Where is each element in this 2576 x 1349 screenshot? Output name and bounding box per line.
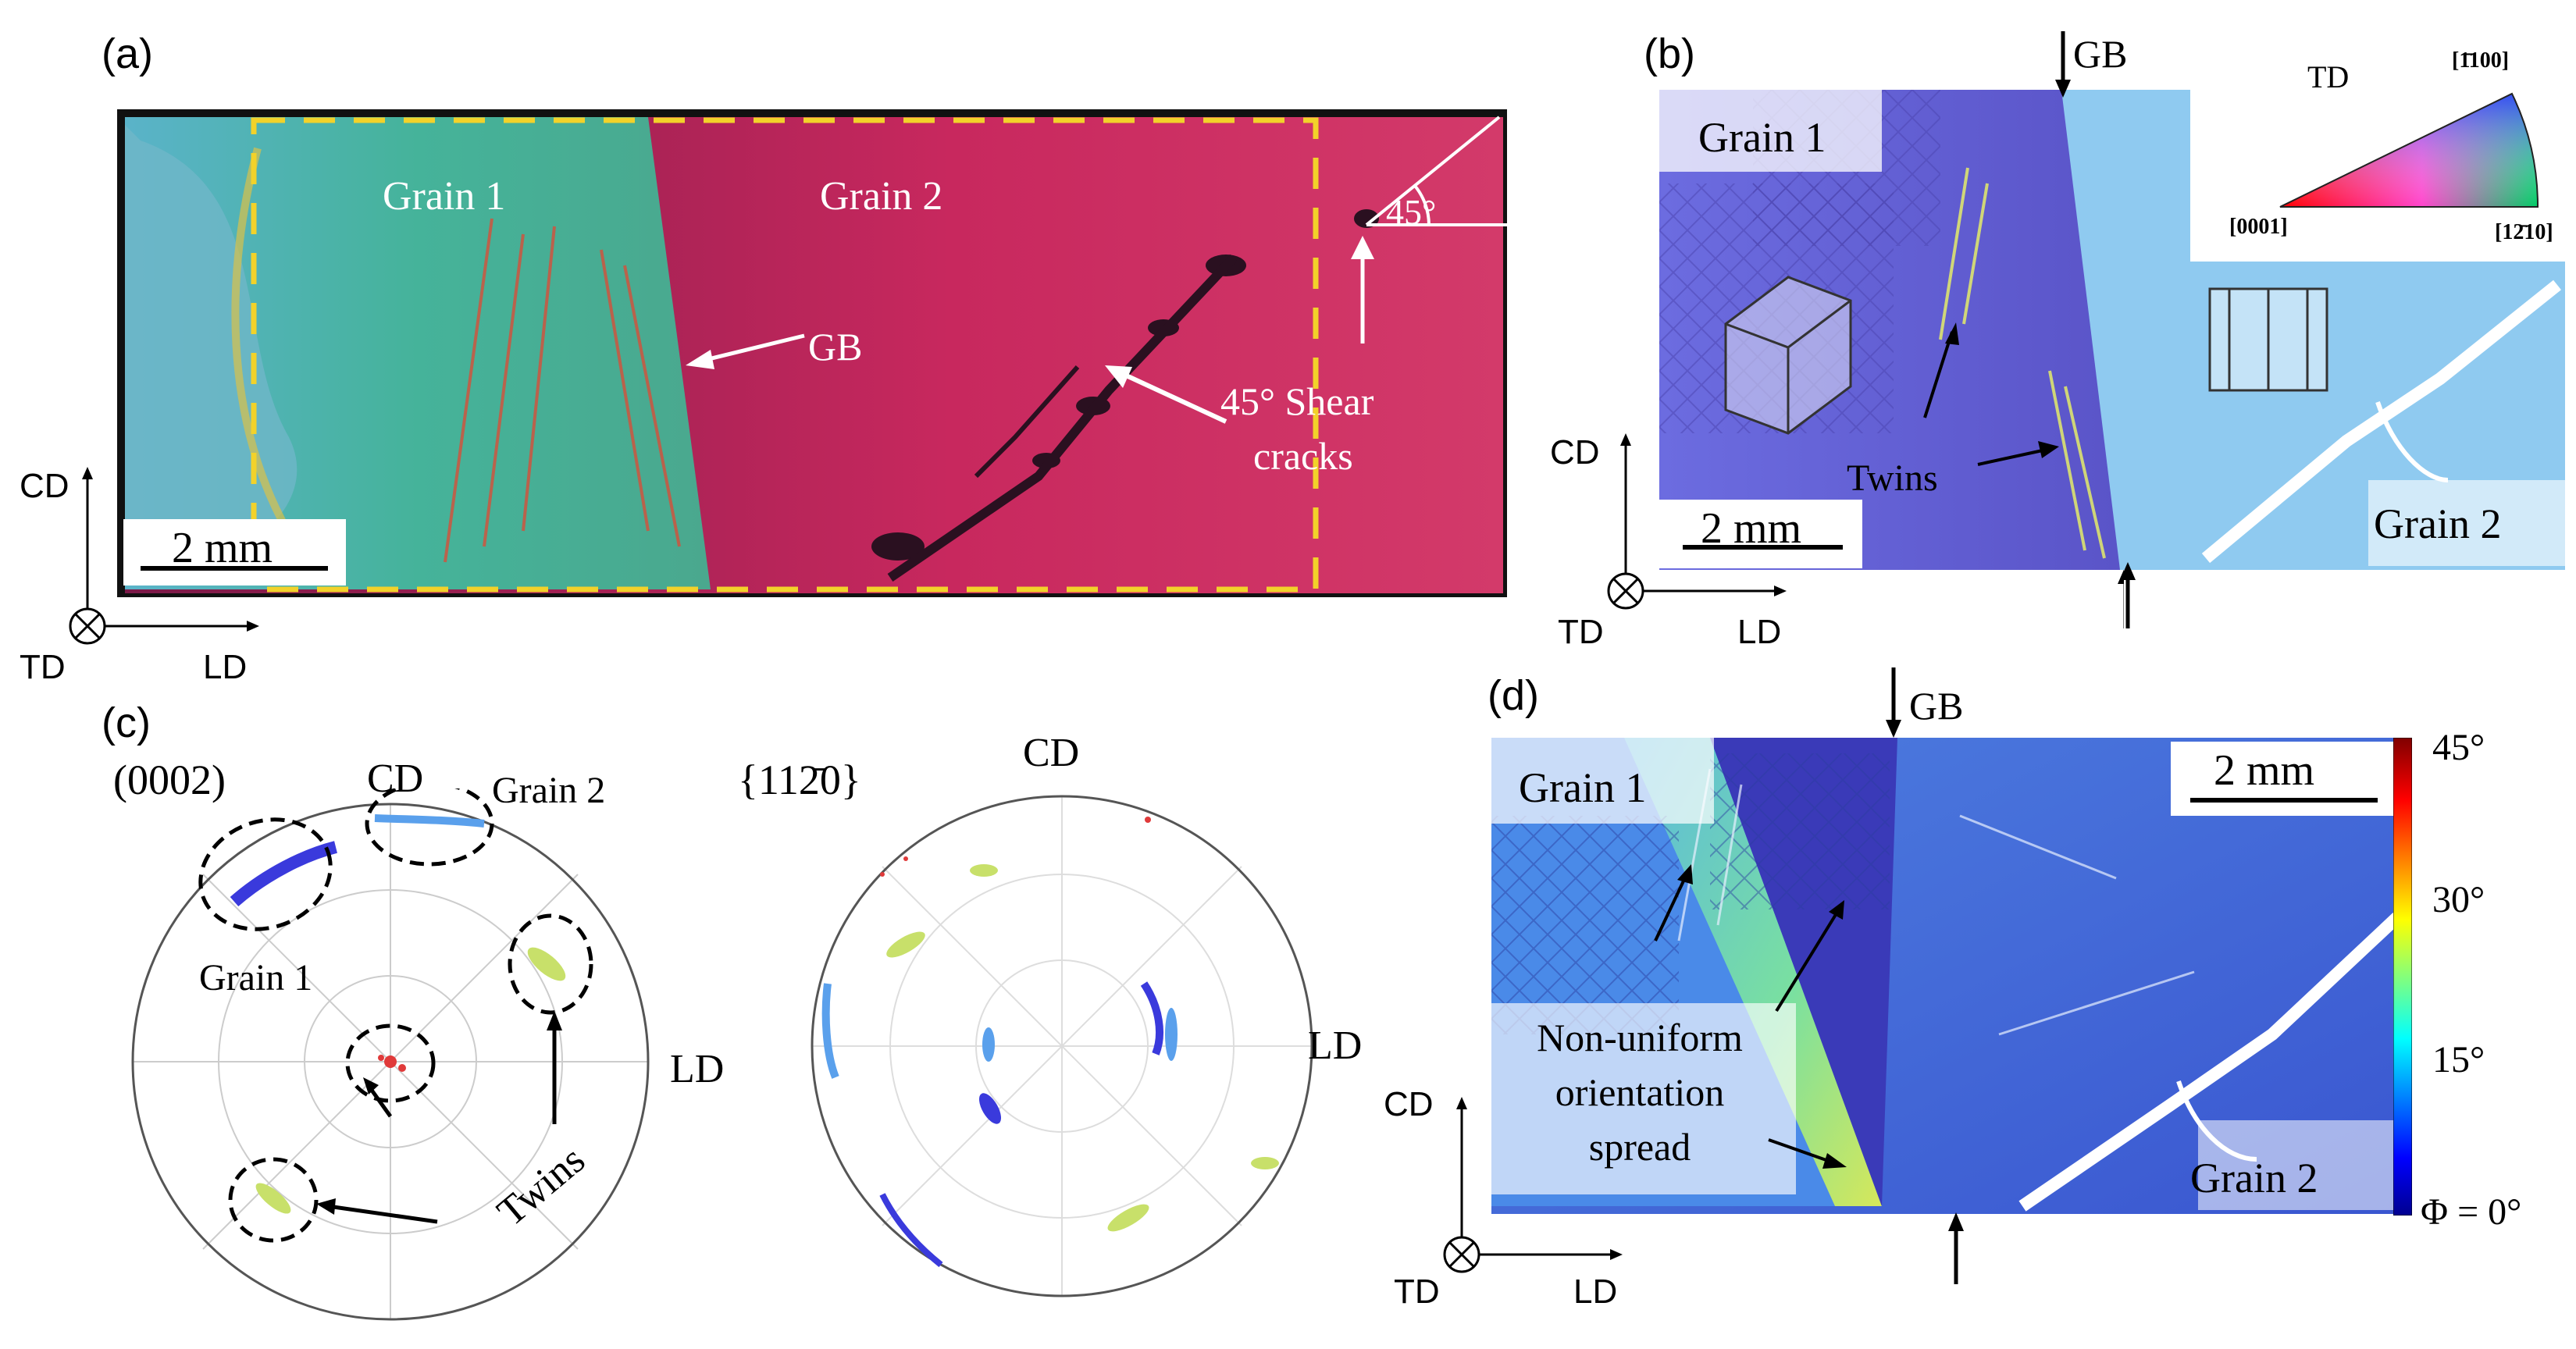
pf2-cd-label: CD bbox=[1023, 731, 1080, 775]
colorbar-tick-45: 45° bbox=[2432, 727, 2485, 768]
panel-b-grain1-label: Grain 1 bbox=[1698, 114, 1826, 161]
panel-d-axis-cd: CD bbox=[1384, 1085, 1434, 1123]
panel-b-label: (b) bbox=[1644, 30, 1695, 77]
panel-a-axis-ld: LD bbox=[203, 648, 248, 686]
panel-b-gb-arrows bbox=[2055, 31, 2124, 628]
pf1-cd-label: CD bbox=[367, 756, 424, 801]
panel-b-axes bbox=[1607, 433, 1787, 610]
panel-a-label: (a) bbox=[102, 30, 153, 77]
panel-d-label: (d) bbox=[1488, 672, 1539, 719]
ipf-top-label: [1̄100] bbox=[2452, 48, 2510, 73]
panel-b-gb-arrow-bottom bbox=[2120, 562, 2136, 628]
panel-a-grain2-label: Grain 2 bbox=[820, 174, 943, 219]
panel-a-scale-bar-label: 2 mm bbox=[172, 524, 273, 572]
panel-b-axis-cd: CD bbox=[1550, 433, 1600, 472]
panel-d-grain1-label: Grain 1 bbox=[1519, 764, 1647, 811]
panel-a-gb-label: GB bbox=[808, 325, 863, 368]
pole-figure-1120 bbox=[811, 795, 1313, 1297]
colorbar-tick-30: 30° bbox=[2432, 879, 2485, 920]
panel-d-note-line2: orientation bbox=[1555, 1070, 1725, 1114]
pf2-ld-label: LD bbox=[1308, 1023, 1363, 1068]
panel-b-axis-td: TD bbox=[1558, 613, 1604, 651]
panel-a-grain1-label: Grain 1 bbox=[383, 174, 506, 219]
panel-b-gb-label: GB bbox=[2073, 32, 2128, 76]
panel-a-angle-label: 45° bbox=[1386, 192, 1437, 232]
panel-b-axis-ld: LD bbox=[1737, 613, 1782, 651]
panel-a-micrograph bbox=[117, 109, 1507, 597]
pf1-title: (0002) bbox=[113, 756, 226, 803]
panel-d-misorientation-map bbox=[1491, 738, 2401, 1214]
panel-a-axis-cd: CD bbox=[20, 467, 69, 505]
panel-d-axes bbox=[1443, 1097, 1623, 1273]
panel-a-axes bbox=[69, 467, 259, 645]
panel-d-scale-bar-label: 2 mm bbox=[2214, 746, 2315, 795]
panel-d-gb-arrows bbox=[1886, 667, 1901, 738]
panel-d-colorbar bbox=[2393, 738, 2412, 1216]
panel-d-grain2-label: Grain 2 bbox=[2190, 1155, 2318, 1201]
colorbar-tick-15: 15° bbox=[2432, 1039, 2485, 1080]
panel-d-axis-td: TD bbox=[1394, 1272, 1440, 1311]
panel-a-axis-td: TD bbox=[20, 648, 66, 686]
ipf-right-label: [12̄10] bbox=[2495, 220, 2553, 244]
panel-d-note-line3: spread bbox=[1588, 1125, 1691, 1169]
panel-b-ipf-key bbox=[2190, 47, 2573, 262]
colorbar-tick-0: Φ = 0° bbox=[2421, 1191, 2522, 1233]
panel-b-grain2-label: Grain 2 bbox=[2374, 500, 2502, 547]
panel-d-gb-label: GB bbox=[1909, 684, 1964, 728]
pole-figure-0002 bbox=[131, 788, 650, 1321]
ipf-td-label: TD bbox=[2307, 59, 2350, 94]
panel-d-gb-arrow-bottom bbox=[1948, 1212, 1964, 1284]
panel-a-shear-label-2: cracks bbox=[1253, 434, 1353, 478]
panel-b-scale-bar-label: 2 mm bbox=[1701, 504, 1802, 553]
pf2-title: {112̄0} bbox=[738, 756, 861, 803]
pf1-grain1-label: Grain 1 bbox=[199, 957, 313, 998]
panel-d-axis-ld: LD bbox=[1573, 1272, 1618, 1311]
ipf-left-label: [0001] bbox=[2229, 215, 2288, 239]
panel-b-twins-label: Twins bbox=[1847, 457, 1938, 499]
panel-d-note-line1: Non-uniform bbox=[1537, 1016, 1743, 1059]
panel-c-label: (c) bbox=[102, 699, 151, 746]
pf1-ld-label: LD bbox=[670, 1047, 725, 1091]
panel-a-shear-label-1: 45° Shear bbox=[1220, 379, 1374, 423]
pf1-grain2-label: Grain 2 bbox=[492, 770, 606, 811]
